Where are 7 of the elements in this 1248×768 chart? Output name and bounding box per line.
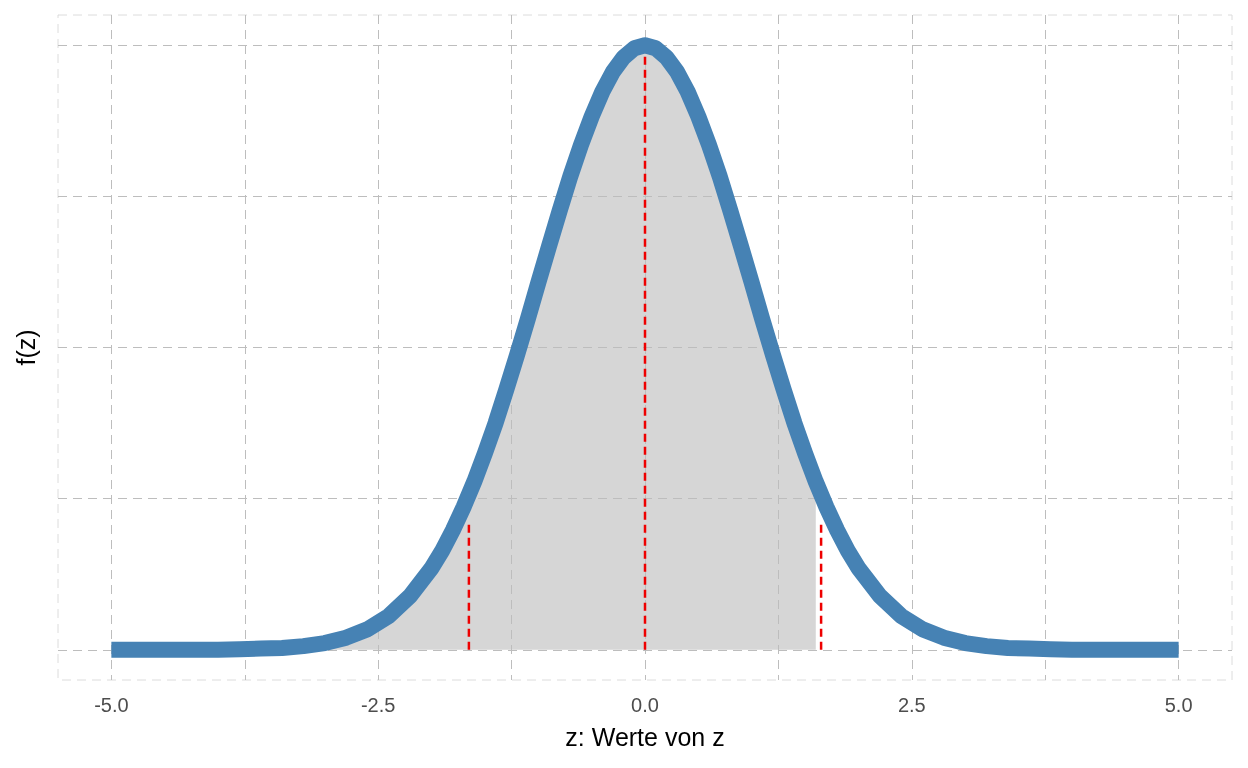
x-tick-label: -2.5 xyxy=(360,694,396,716)
x-axis-title: z: Werte von z xyxy=(565,722,725,751)
x-tick-label: 2.5 xyxy=(897,694,926,716)
x-tick-label: -5.0 xyxy=(94,694,129,716)
x-tick-label: 5.0 xyxy=(1164,694,1193,716)
y-axis-title: f(z) xyxy=(11,329,40,366)
x-tick-label: 0.0 xyxy=(631,694,659,716)
